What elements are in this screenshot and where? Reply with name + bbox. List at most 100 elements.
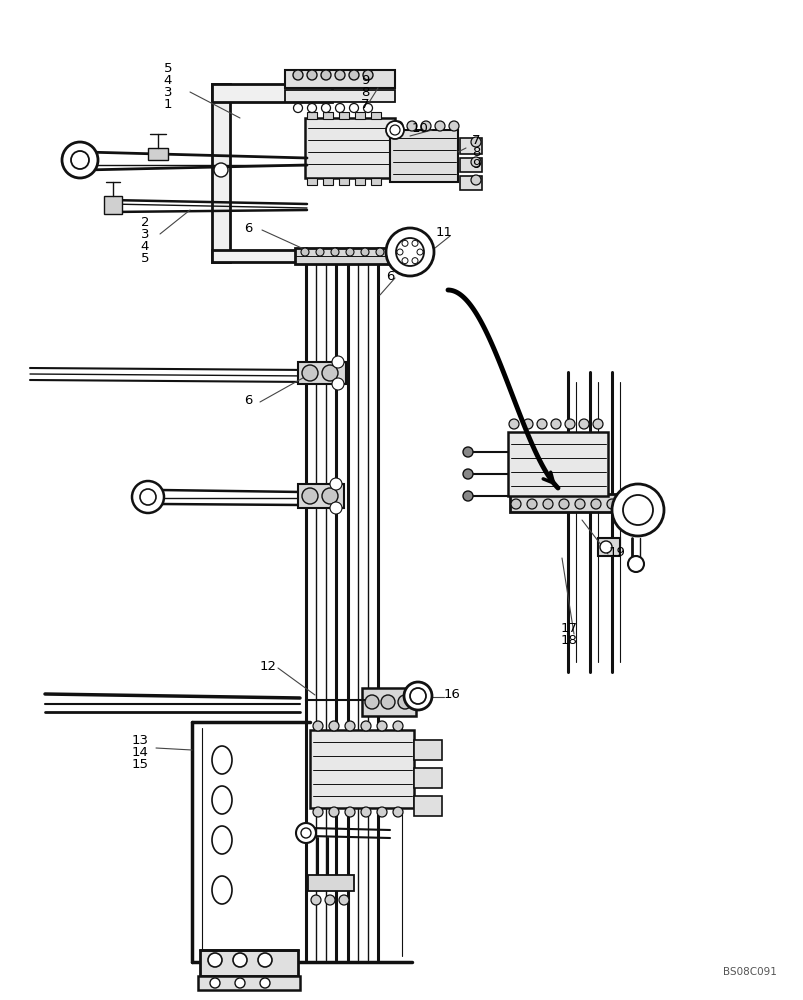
Ellipse shape bbox=[212, 786, 232, 814]
Bar bbox=[212, 84, 230, 262]
Circle shape bbox=[312, 721, 323, 731]
Circle shape bbox=[349, 104, 358, 113]
Circle shape bbox=[410, 688, 426, 704]
Text: 7: 7 bbox=[471, 134, 479, 147]
Circle shape bbox=[321, 365, 337, 381]
Circle shape bbox=[593, 419, 602, 429]
Circle shape bbox=[329, 478, 341, 490]
Circle shape bbox=[234, 978, 245, 988]
Bar bbox=[414, 740, 442, 760]
Circle shape bbox=[377, 721, 386, 731]
Circle shape bbox=[307, 70, 316, 80]
Circle shape bbox=[396, 238, 423, 266]
Circle shape bbox=[328, 807, 339, 817]
Bar bbox=[212, 84, 332, 102]
Circle shape bbox=[62, 142, 98, 178]
Circle shape bbox=[361, 721, 370, 731]
Circle shape bbox=[393, 721, 402, 731]
Text: 3: 3 bbox=[141, 228, 149, 240]
Text: 9: 9 bbox=[361, 74, 369, 87]
Circle shape bbox=[622, 495, 652, 525]
Circle shape bbox=[611, 484, 663, 536]
Text: 15: 15 bbox=[132, 758, 149, 770]
Text: 10: 10 bbox=[411, 122, 428, 135]
Circle shape bbox=[339, 895, 349, 905]
Circle shape bbox=[302, 488, 318, 504]
Text: 9: 9 bbox=[471, 158, 479, 171]
Circle shape bbox=[402, 258, 407, 264]
Circle shape bbox=[328, 721, 339, 731]
Circle shape bbox=[385, 228, 434, 276]
Circle shape bbox=[536, 419, 546, 429]
Text: 6: 6 bbox=[243, 393, 252, 406]
Text: 2: 2 bbox=[141, 216, 149, 229]
Circle shape bbox=[324, 895, 335, 905]
Ellipse shape bbox=[212, 826, 232, 854]
Circle shape bbox=[345, 248, 353, 256]
Circle shape bbox=[463, 447, 472, 457]
Circle shape bbox=[140, 489, 156, 505]
Circle shape bbox=[208, 953, 222, 967]
Bar bbox=[200, 950, 298, 976]
Text: 19: 19 bbox=[608, 546, 625, 558]
Circle shape bbox=[377, 807, 386, 817]
Circle shape bbox=[627, 556, 643, 572]
Circle shape bbox=[361, 807, 370, 817]
Circle shape bbox=[292, 70, 303, 80]
Circle shape bbox=[349, 70, 359, 80]
Bar bbox=[307, 112, 316, 119]
Circle shape bbox=[417, 249, 422, 255]
Circle shape bbox=[402, 240, 407, 246]
Circle shape bbox=[406, 121, 417, 131]
Text: 18: 18 bbox=[560, 634, 577, 647]
Circle shape bbox=[590, 499, 601, 509]
Text: 5: 5 bbox=[141, 251, 149, 264]
Text: 5: 5 bbox=[164, 62, 172, 75]
Text: 13: 13 bbox=[132, 734, 149, 746]
Circle shape bbox=[421, 121, 430, 131]
Bar bbox=[323, 112, 332, 119]
Circle shape bbox=[397, 249, 402, 255]
Bar bbox=[198, 976, 300, 990]
Circle shape bbox=[302, 365, 318, 381]
Circle shape bbox=[393, 121, 402, 131]
Circle shape bbox=[550, 419, 560, 429]
Circle shape bbox=[403, 682, 431, 710]
Bar bbox=[339, 112, 349, 119]
Circle shape bbox=[365, 695, 378, 709]
Bar bbox=[355, 112, 365, 119]
Circle shape bbox=[132, 481, 164, 513]
Circle shape bbox=[606, 499, 616, 509]
Circle shape bbox=[311, 895, 320, 905]
Text: 8: 8 bbox=[471, 146, 479, 159]
Circle shape bbox=[259, 978, 270, 988]
Bar bbox=[339, 178, 349, 185]
Bar bbox=[370, 178, 381, 185]
Text: 1: 1 bbox=[164, 98, 172, 111]
Circle shape bbox=[376, 248, 384, 256]
Text: 8: 8 bbox=[361, 86, 369, 99]
Circle shape bbox=[362, 70, 373, 80]
Bar bbox=[355, 178, 365, 185]
Circle shape bbox=[542, 499, 552, 509]
Circle shape bbox=[411, 258, 418, 264]
Ellipse shape bbox=[212, 746, 232, 774]
Circle shape bbox=[565, 419, 574, 429]
Bar bbox=[389, 130, 458, 182]
Circle shape bbox=[638, 499, 648, 509]
Circle shape bbox=[296, 823, 316, 843]
Bar bbox=[361, 688, 415, 716]
Circle shape bbox=[381, 695, 394, 709]
Bar bbox=[298, 362, 345, 384]
Circle shape bbox=[210, 978, 220, 988]
Circle shape bbox=[397, 695, 411, 709]
Bar bbox=[148, 148, 168, 160]
Circle shape bbox=[312, 807, 323, 817]
Text: 16: 16 bbox=[443, 688, 460, 702]
Circle shape bbox=[463, 469, 472, 479]
Bar bbox=[298, 484, 344, 508]
Circle shape bbox=[578, 419, 589, 429]
Circle shape bbox=[393, 807, 402, 817]
Bar bbox=[597, 538, 619, 556]
Circle shape bbox=[300, 248, 308, 256]
